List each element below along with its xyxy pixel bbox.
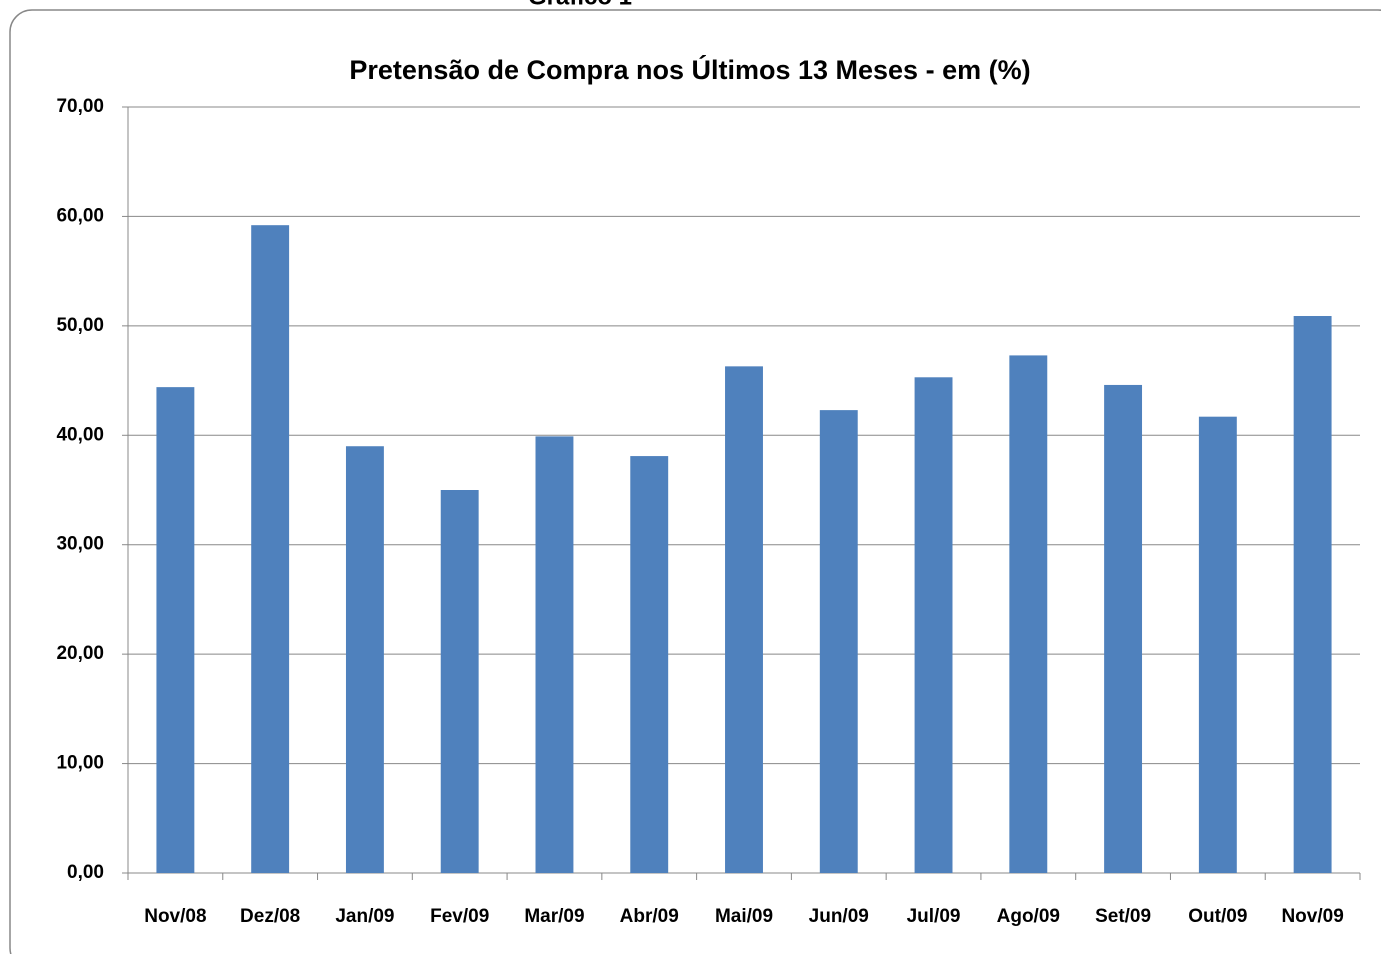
bar — [1293, 316, 1332, 874]
x-tick-label: Set/09 — [1095, 906, 1151, 927]
x-tick-label: Dez/08 — [240, 906, 300, 927]
bar — [535, 436, 574, 873]
x-tick-label: Out/09 — [1188, 906, 1247, 927]
bar — [819, 410, 858, 873]
bar — [440, 490, 479, 873]
bar — [345, 446, 384, 873]
x-tick-label: Jan/09 — [335, 906, 394, 927]
caption-backdrop — [505, 0, 665, 8]
x-tick-label: Jun/09 — [809, 906, 869, 927]
caption: Gráfico 1 — [528, 0, 632, 10]
x-tick-label: Abr/09 — [620, 906, 679, 927]
x-tick-label: Mar/09 — [524, 906, 584, 927]
bar — [1009, 355, 1048, 874]
y-tick-label: 20,00 — [56, 643, 104, 664]
y-tick-label: 0,00 — [67, 862, 104, 883]
y-tick-label: 30,00 — [56, 534, 104, 555]
bar — [251, 225, 290, 873]
y-tick-label: 10,00 — [56, 753, 104, 774]
x-tick-label: Nov/08 — [144, 906, 206, 927]
bar — [914, 377, 953, 873]
x-tick-label: Jul/09 — [907, 906, 961, 927]
bar — [725, 366, 763, 873]
y-tick-label: 70,00 — [56, 96, 104, 117]
chart-title: Pretensão de Compra nos Últimos 13 Meses… — [349, 54, 1030, 85]
x-tick-label: Fev/09 — [430, 906, 489, 927]
bar — [1198, 416, 1237, 873]
y-tick-label: 50,00 — [56, 315, 104, 336]
y-tick-label: 60,00 — [56, 205, 104, 226]
x-tick-label: Mai/09 — [715, 906, 773, 927]
y-tick-label: 40,00 — [56, 424, 104, 445]
x-tick-label: Nov/09 — [1281, 906, 1343, 927]
x-tick-label: Ago/09 — [997, 906, 1060, 927]
bar — [156, 387, 195, 873]
chart-border — [9, 9, 1381, 954]
bar — [1104, 384, 1143, 873]
bar — [630, 456, 669, 873]
